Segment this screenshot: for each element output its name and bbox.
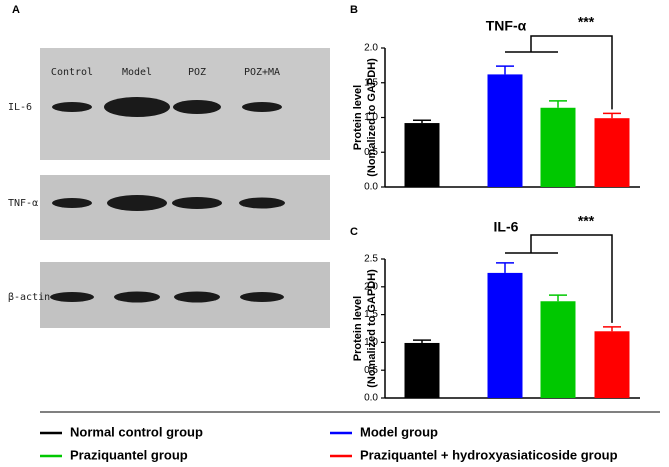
row-label: IL-6 <box>8 102 32 113</box>
significance-bracket <box>505 35 613 110</box>
bar <box>594 118 630 187</box>
row-label: β-actin <box>8 292 50 303</box>
bar <box>404 123 440 187</box>
y-tick-label: 1.0 <box>364 337 378 348</box>
y-tick-label: 1.0 <box>364 112 378 123</box>
panel-label: B <box>350 4 358 16</box>
y-tick-label: 2.0 <box>364 43 378 54</box>
chart-title: IL-6 <box>494 219 519 235</box>
significance-label: *** <box>578 213 595 229</box>
y-tick-label: 2.5 <box>364 254 378 265</box>
bar <box>594 331 630 398</box>
y-axis-label: Protein level <box>352 296 364 361</box>
lane-label: Model <box>122 67 152 78</box>
bar <box>487 272 523 398</box>
band <box>239 197 285 209</box>
legend-label: Model group <box>360 424 438 439</box>
y-tick-label: 1.5 <box>364 309 378 320</box>
band <box>52 102 92 112</box>
bar <box>540 301 576 398</box>
bar <box>540 107 576 187</box>
y-axis-label: Protein level <box>352 85 364 150</box>
band <box>52 198 92 208</box>
y-tick-label: 0.5 <box>364 365 378 376</box>
significance-label: *** <box>578 14 595 30</box>
y-tick-label: 2.0 <box>364 281 378 292</box>
y-tick-label: 1.5 <box>364 77 378 88</box>
panel-label: A <box>12 4 20 16</box>
panel-label: C <box>350 226 358 238</box>
y-tick-label: 0.0 <box>364 393 378 404</box>
lane-label: POZ <box>188 67 206 78</box>
y-axis-label: (Nomalized to GAPDH) <box>366 58 378 177</box>
band <box>173 100 221 114</box>
blot: Control Model POZ POZ+MA IL-6 TNF-α β-actin <box>8 67 285 303</box>
significance-bracket <box>505 234 613 323</box>
band <box>174 291 220 303</box>
bar <box>487 74 523 187</box>
row-label: TNF-α <box>8 198 38 209</box>
legend: Normal control group Model group Praziquan… <box>40 424 618 462</box>
band <box>240 292 284 302</box>
y-tick-label: 0.0 <box>364 182 378 193</box>
band <box>104 97 170 117</box>
y-axis-label: (Nomalized to GAPDH) <box>366 269 378 388</box>
lane-label: POZ+MA <box>244 67 280 78</box>
bar <box>404 342 440 398</box>
chart-title: TNF-α <box>486 18 527 34</box>
y-tick-label: 0.5 <box>364 147 378 158</box>
band <box>242 102 282 112</box>
legend-label: Praziquantel + hydroxyasiaticoside group <box>360 447 618 462</box>
band <box>114 291 160 303</box>
band <box>50 292 94 302</box>
legend-label: Normal control group <box>70 424 203 439</box>
band <box>107 195 167 211</box>
lane-label: Control <box>51 67 93 78</box>
band <box>172 197 222 209</box>
legend-label: Praziquantel group <box>70 447 188 462</box>
